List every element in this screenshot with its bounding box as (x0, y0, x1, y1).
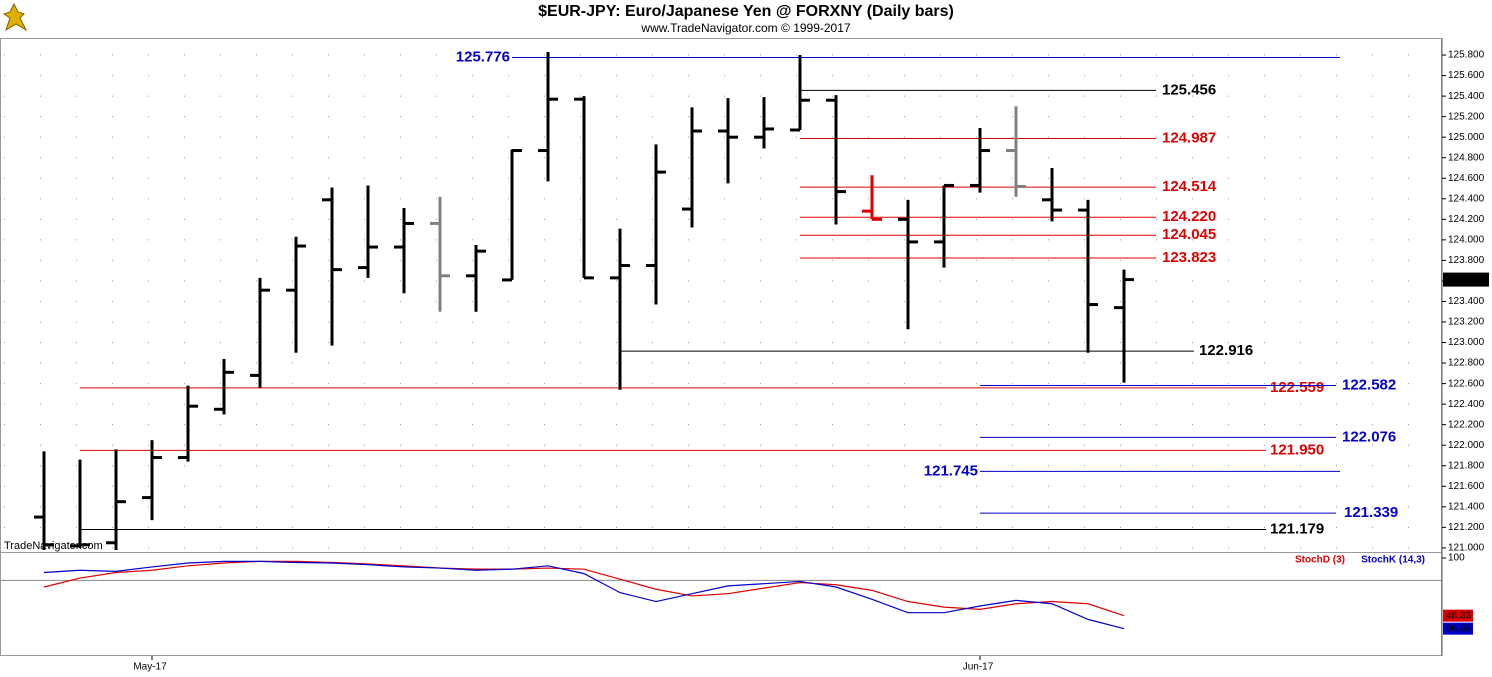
y-tick-label: 122.000 (1448, 440, 1485, 451)
level-label: 125.456 (1162, 81, 1216, 98)
y-tick-label: 121.000 (1448, 543, 1485, 554)
y-tick-label: 122.800 (1448, 358, 1485, 369)
level-label: 122.916 (1199, 342, 1253, 359)
level-label: 124.045 (1162, 226, 1216, 243)
y-tick-label: 125.000 (1448, 132, 1485, 143)
y-tick-label: 125.600 (1448, 70, 1485, 81)
logo (2, 2, 28, 32)
y-tick-label: 123.200 (1448, 317, 1485, 328)
value-box (1443, 609, 1473, 622)
y-tick-label: 100 (1448, 553, 1465, 564)
x-tick-label: May-17 (133, 662, 167, 673)
level-label: 124.220 (1162, 208, 1216, 225)
level-label: 122.559 (1270, 379, 1324, 396)
level-label: 121.745 (924, 462, 978, 479)
level-label: 124.514 (1162, 178, 1217, 195)
stoch-line (43, 560, 1125, 630)
y-tick-label: 122.200 (1448, 419, 1485, 430)
level-label: 121.339 (1344, 504, 1398, 521)
level-label: 122.582 (1342, 376, 1396, 393)
y-tick-label: 125.200 (1448, 111, 1485, 122)
value-label: 48.33 (1446, 610, 1471, 621)
level-label: 122.076 (1342, 428, 1396, 445)
y-tick-label: 121.600 (1448, 481, 1485, 492)
last-price-label: 123.613 (1446, 274, 1483, 285)
level-label: 121.950 (1270, 441, 1324, 458)
level-label: 125.776 (456, 48, 510, 65)
level-label: 123.823 (1162, 249, 1216, 266)
last-price-box (1443, 272, 1489, 287)
y-tick-label: 125.400 (1448, 91, 1485, 102)
y-tick-label: 123.400 (1448, 296, 1485, 307)
y-tick-label: 124.000 (1448, 235, 1485, 246)
y-tick-label: 123.800 (1448, 255, 1485, 266)
y-tick-label: 121.800 (1448, 460, 1485, 471)
y-tick-label: 124.800 (1448, 152, 1485, 163)
y-tick-label: 124.200 (1448, 214, 1485, 225)
legend-entry: StochK (14,3) (1361, 555, 1425, 566)
y-tick-label: 124.600 (1448, 173, 1485, 184)
stoch-line (43, 560, 1125, 617)
level-label: 124.987 (1162, 129, 1216, 146)
value-box (1443, 622, 1473, 635)
y-tick-label: 121.200 (1448, 522, 1485, 533)
y-tick-label: 123.000 (1448, 337, 1485, 348)
legend-entry: StochD (3) (1295, 555, 1345, 566)
y-tick-label: 122.400 (1448, 399, 1485, 410)
level-label: 121.179 (1270, 520, 1324, 537)
chart-subtitle: www.TradeNavigator.com © 1999-2017 (640, 21, 850, 35)
x-tick-label: Jun-17 (963, 662, 994, 673)
chart-title: $EUR-JPY: Euro/Japanese Yen @ FORXNY (Da… (538, 3, 954, 20)
y-tick-label: 125.800 (1448, 50, 1485, 61)
value-label: 36.68 (1446, 623, 1471, 634)
y-tick-label: 122.600 (1448, 378, 1485, 389)
y-tick-label: 121.400 (1448, 501, 1485, 512)
y-tick-label: 124.400 (1448, 193, 1485, 204)
